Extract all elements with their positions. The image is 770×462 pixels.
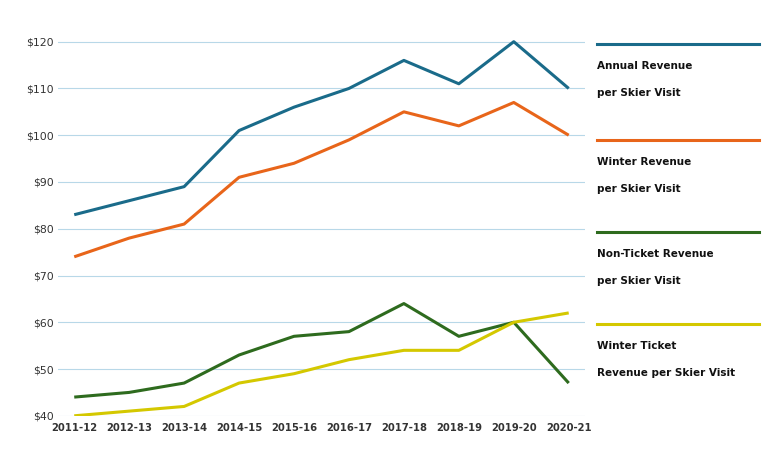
Text: Winter Revenue: Winter Revenue: [597, 157, 691, 167]
Text: Annual Revenue: Annual Revenue: [597, 61, 692, 71]
Text: FIGURE 2: AVERAGE REVENUES PER SKIER VISIT - OVERALL NATIONAL RESULTS, 2011-12 T: FIGURE 2: AVERAGE REVENUES PER SKIER VIS…: [9, 14, 621, 24]
Text: per Skier Visit: per Skier Visit: [597, 184, 681, 194]
Text: Revenue per Skier Visit: Revenue per Skier Visit: [597, 368, 735, 378]
Text: Winter Ticket: Winter Ticket: [597, 341, 676, 351]
Text: per Skier Visit: per Skier Visit: [597, 276, 681, 286]
Text: per Skier Visit: per Skier Visit: [597, 88, 681, 98]
Text: Non-Ticket Revenue: Non-Ticket Revenue: [597, 249, 713, 259]
